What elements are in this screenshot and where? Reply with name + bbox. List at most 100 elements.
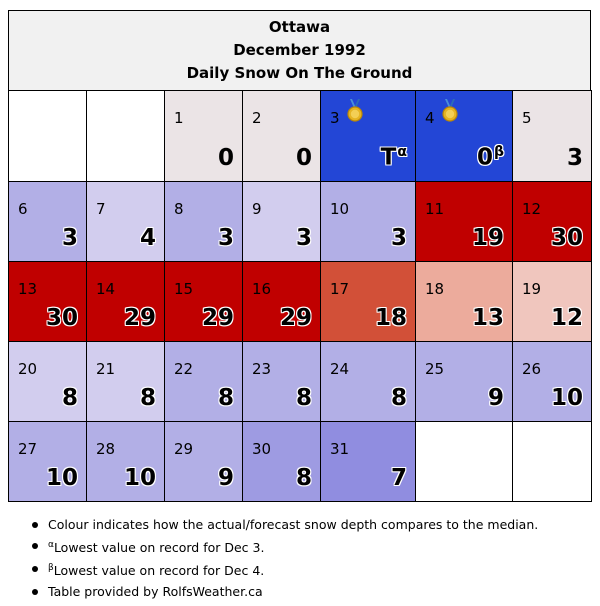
snow-depth-number: 8 [295,465,312,491]
day-number: 4 [425,109,435,127]
snow-depth-number: 10 [550,385,583,411]
snow-depth-value: 30 [46,305,78,331]
snow-depth-value: 8 [218,385,234,411]
day-cell: 15 29 [165,262,243,342]
snow-depth-number: 9 [487,385,504,411]
day-number: 24 [330,360,350,378]
day-number: 12 [522,200,542,218]
record-marker: α [397,144,407,161]
snow-depth-value: 10 [551,385,583,411]
snow-depth-value: 0 [296,145,312,171]
snow-depth-number: 8 [295,385,312,411]
day-number: 8 [174,200,184,218]
period-title: December 1992 [233,41,366,59]
snow-depth-number: 30 [45,305,78,331]
day-cell: 4 0β [416,91,513,182]
note-beta: βLowest value on record for Dec 4. [30,558,538,581]
snow-depth-number: 8 [390,385,407,411]
day-cell: 26 10 [513,342,592,422]
snow-depth-number: 18 [374,305,407,331]
day-number: 6 [18,200,28,218]
day-cell: 21 8 [87,342,165,422]
day-cell: 16 29 [243,262,321,342]
day-number: 10 [330,200,350,218]
note-beta-marker: β [48,563,54,574]
note-alpha-marker: α [48,540,54,550]
snow-depth-number: 12 [550,305,583,331]
snow-depth-value: 3 [567,145,583,171]
snow-depth-number: 3 [295,225,312,251]
snow-depth-value: 3 [62,225,78,251]
snow-depth-value: 9 [488,385,504,411]
snow-depth-number: 13 [471,305,504,331]
snow-depth-value: 30 [551,225,583,251]
snow-depth-value: 8 [296,385,312,411]
bullet-icon [32,522,38,528]
day-cell: 13 30 [9,262,87,342]
snow-depth-value: Tα [381,144,407,171]
snow-depth-number: 29 [123,305,156,331]
day-number: 11 [425,200,445,218]
day-cell: 27 10 [9,422,87,502]
snow-depth-number: 0 [295,145,312,171]
snow-depth-value: 4 [140,225,156,251]
snow-depth-value: 3 [391,225,407,251]
snow-depth-value: 10 [124,465,156,491]
day-number: 16 [252,280,272,298]
day-cell: 23 8 [243,342,321,422]
snow-depth-number: 0 [217,145,234,171]
day-cell: 22 8 [165,342,243,422]
snow-depth-number: 29 [279,305,312,331]
snow-depth-number: 9 [217,465,234,491]
snow-depth-value: 13 [472,305,504,331]
bullet-icon [32,543,38,549]
snow-depth-value: 29 [124,305,156,331]
snow-depth-number: 30 [550,225,583,251]
city-title: Ottawa [268,18,331,36]
empty-cell [87,91,165,182]
snow-depth-value: 29 [280,305,312,331]
snow-depth-value: 0 [218,145,234,171]
day-number: 15 [174,280,194,298]
day-number: 29 [174,440,194,458]
snow-depth-number: 0 [476,145,493,171]
snow-depth-number: 10 [123,465,156,491]
note-alpha: αLowest value on record for Dec 3. [30,535,538,558]
day-number: 9 [252,200,262,218]
record-marker: β [493,144,504,161]
snow-depth-number: T [380,145,397,171]
snow-depth-number: 4 [139,225,156,251]
snow-depth-number: 29 [201,305,234,331]
snow-depth-number: 8 [139,385,156,411]
note-colour-text: Colour indicates how the actual/forecast… [48,517,539,532]
snow-depth-value: 9 [218,465,234,491]
day-number: 31 [330,440,350,458]
snow-depth-value: 0β [477,144,504,171]
empty-cell [9,91,87,182]
snow-depth-value: 7 [391,465,407,491]
day-cell: 18 13 [416,262,513,342]
footnotes: Colour indicates how the actual/forecast… [30,514,538,602]
day-cell: 19 12 [513,262,592,342]
snow-depth-number: 3 [217,225,234,251]
snow-depth-value: 10 [46,465,78,491]
note-credit-text: Table provided by RolfsWeather.ca [48,584,263,600]
day-number: 20 [18,360,38,378]
snow-depth-value: 19 [472,225,504,251]
day-cell: 12 30 [513,182,592,262]
day-number: 21 [96,360,116,378]
day-cell: 17 18 [321,262,416,342]
snow-depth-value: 12 [551,305,583,331]
snow-depth-number: 3 [566,145,583,171]
snow-depth-number: 3 [61,225,78,251]
day-number: 7 [96,200,106,218]
day-cell: 30 8 [243,422,321,502]
calendar-grid: 1 0 2 0 3 Tα 4 0β 5 3 6 3 7 4 8 3 9 3 10 3 11 19 12 30 13 30 14 29 1… [8,90,592,502]
snow-depth-value: 3 [218,225,234,251]
day-number: 27 [18,440,38,458]
bullet-icon [32,589,38,596]
